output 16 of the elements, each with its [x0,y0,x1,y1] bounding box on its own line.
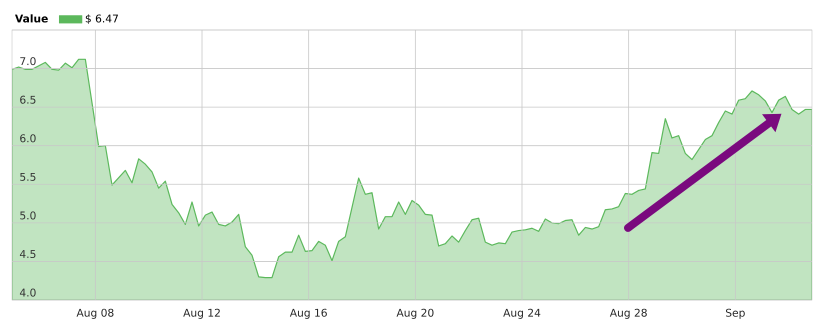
y-tick-label: 7.0 [20,57,36,66]
y-tick-label: 4.0 [20,288,36,297]
y-tick-label: 5.5 [20,172,36,181]
y-tick-label: 6.0 [20,134,36,142]
legend-label: $ 6.47 [86,14,118,24]
x-tick-label: Aug 16 [290,308,327,319]
x-tick-label: Aug 28 [610,308,647,319]
legend-title: Value [14,14,48,23]
x-tick-label: Aug 20 [396,308,434,319]
x-tick-label: Sep [726,308,745,319]
x-tick-label: Aug 24 [503,308,540,319]
y-tick-label: 6.5 [20,96,36,104]
y-tick-label: 4.5 [20,250,36,258]
y-tick-label: 5.0 [20,211,36,220]
x-tick-label: Aug 12 [183,308,220,319]
x-tick-label: Aug 08 [76,308,114,319]
